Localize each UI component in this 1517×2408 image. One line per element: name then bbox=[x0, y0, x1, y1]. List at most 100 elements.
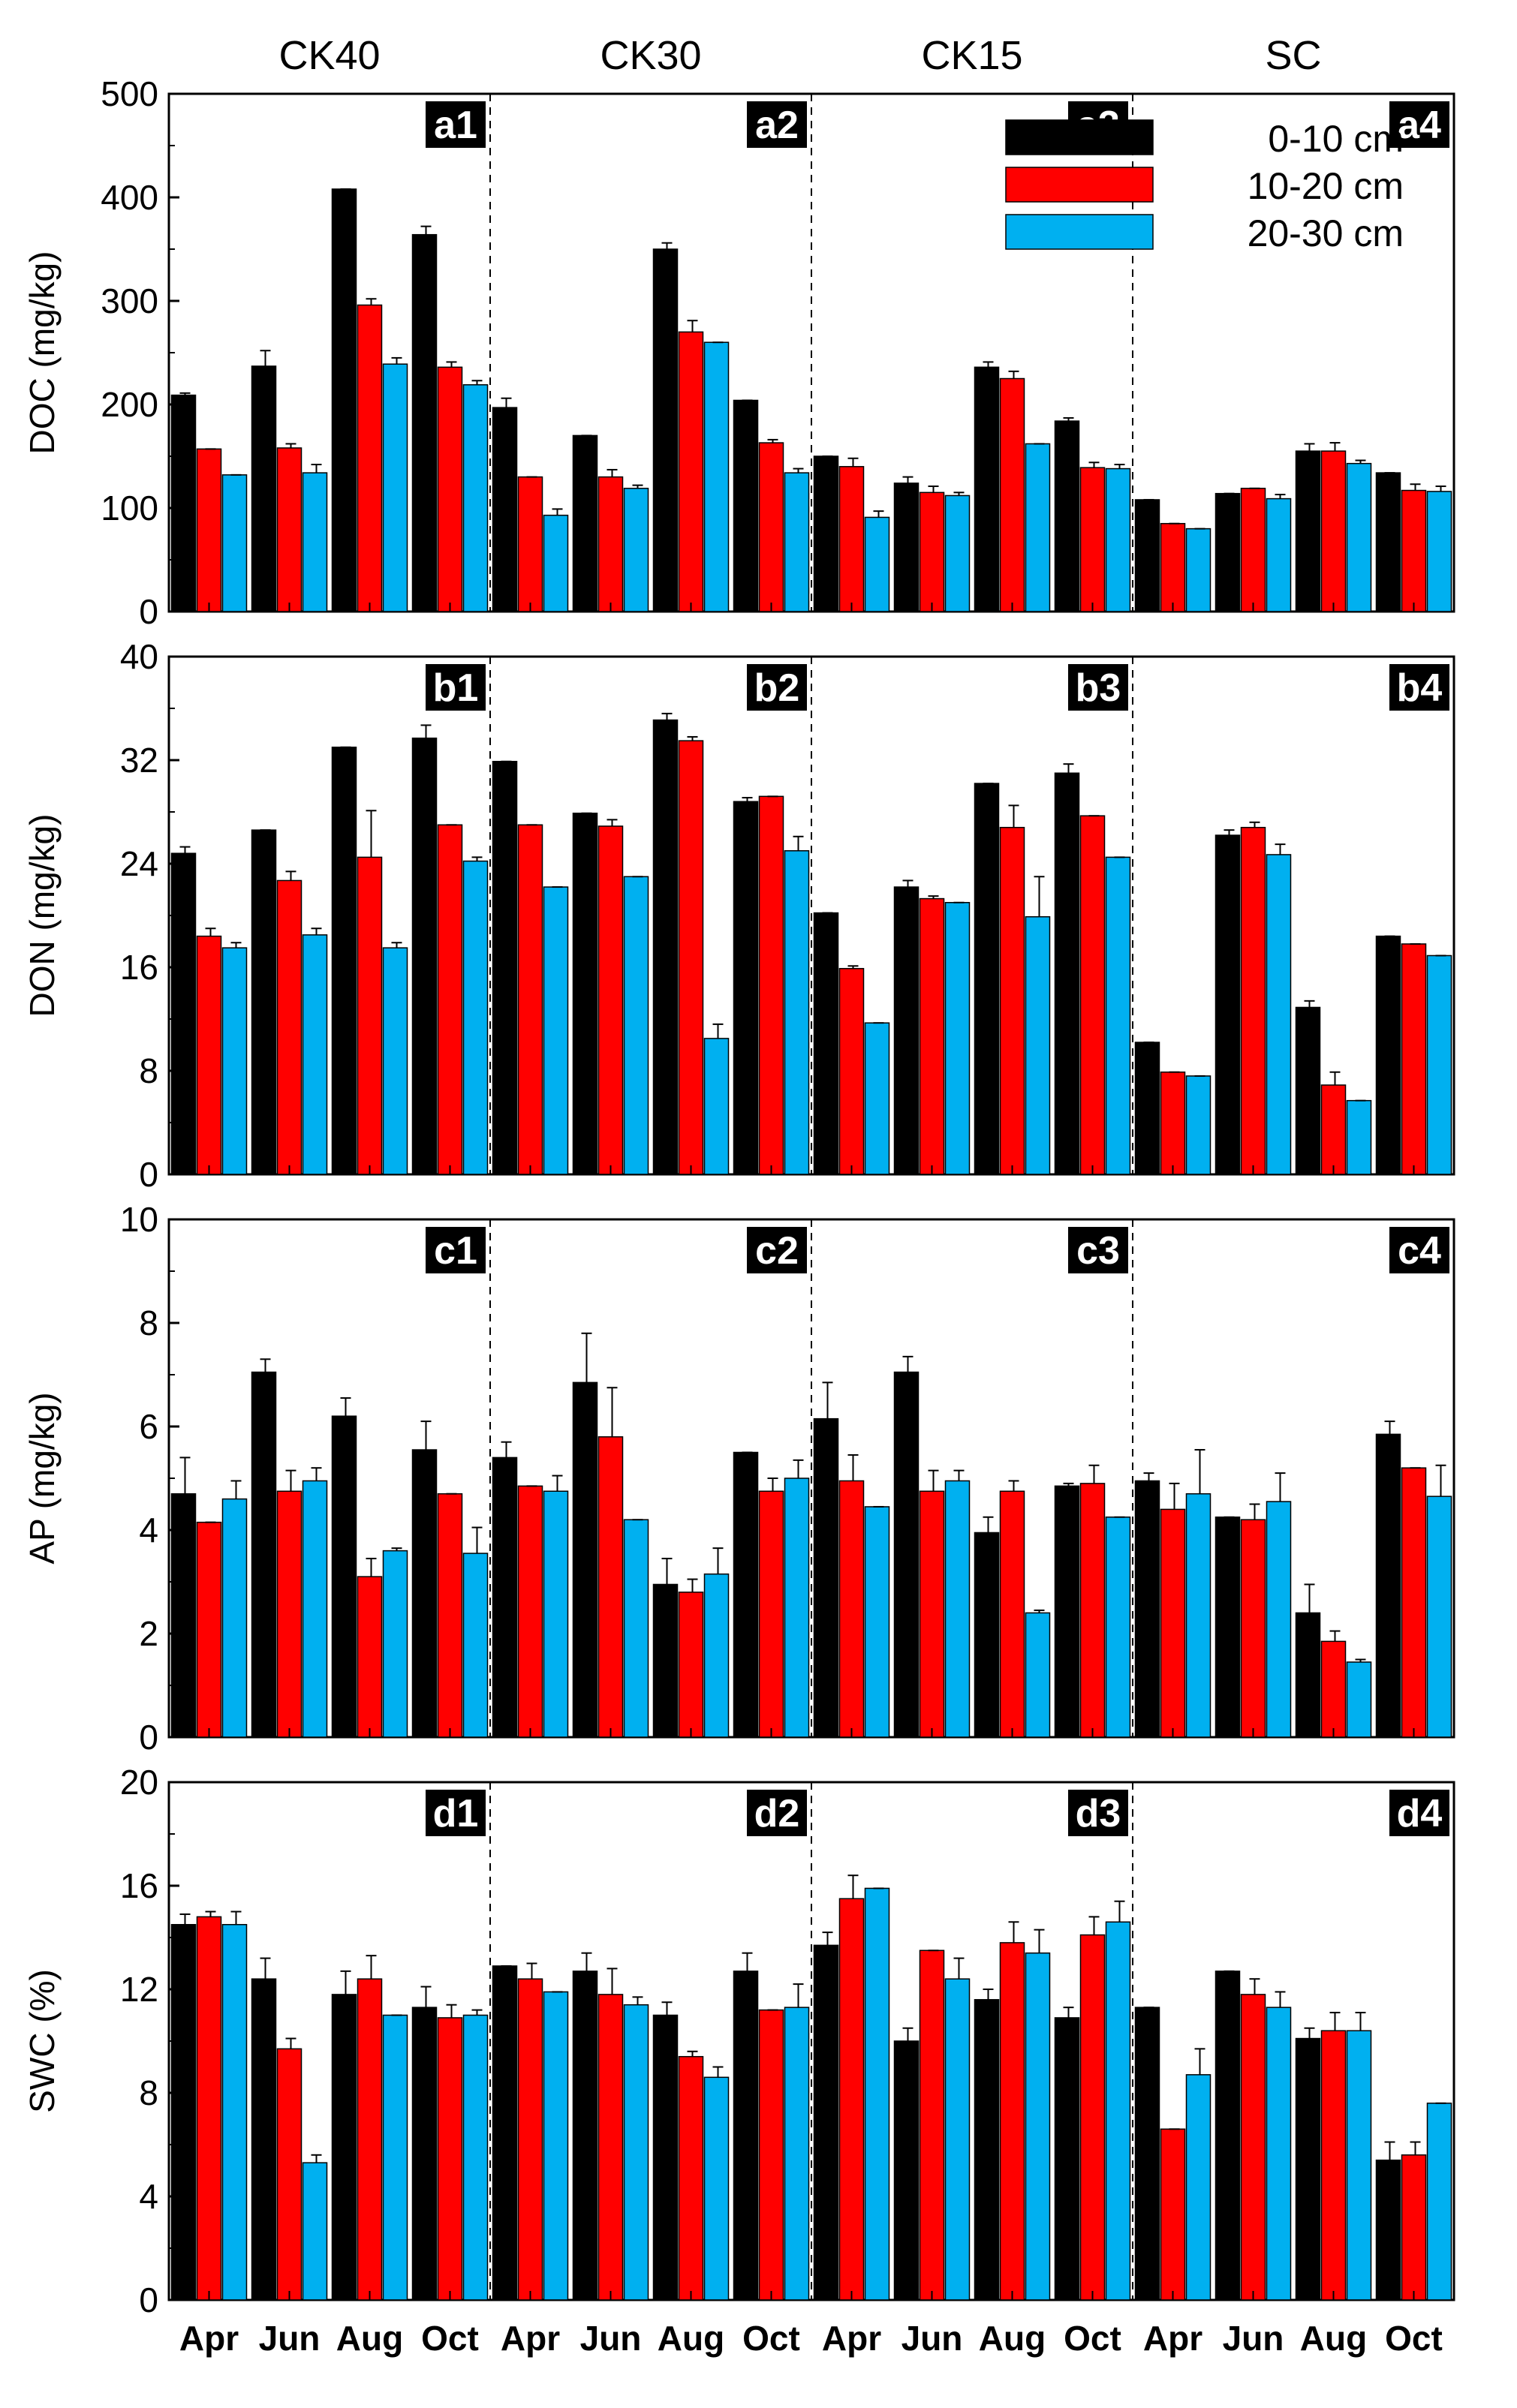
bar-ck30-apr-s1 bbox=[492, 1965, 518, 2301]
bar-ck30-jun-s3 bbox=[623, 488, 649, 612]
bar-ck30-aug-s2 bbox=[678, 2055, 704, 2301]
bar-ck30-oct-s1 bbox=[733, 1971, 759, 2301]
bar-ck15-apr-s3 bbox=[864, 1022, 890, 1175]
y-tick-label: 0 bbox=[139, 2280, 158, 2319]
panel-label-a2: a2 bbox=[755, 104, 799, 147]
bar-ck30-oct-s2 bbox=[758, 442, 784, 612]
y-tick-label: 0 bbox=[139, 1155, 158, 1194]
x-tick-label-oct: Oct bbox=[1064, 2319, 1121, 2358]
group-titles: CK40 CK30 CK15 SC bbox=[278, 33, 1321, 78]
bar-sc-aug-s3 bbox=[1346, 2030, 1372, 2301]
bar-sc-oct-s2 bbox=[1401, 1467, 1427, 1738]
bar-ck30-aug-s2 bbox=[678, 331, 704, 612]
bar-sc-aug-s3 bbox=[1346, 462, 1372, 612]
bar-ck40-oct-s2 bbox=[437, 2017, 463, 2301]
bar-ck40-apr-s3 bbox=[221, 1924, 248, 2301]
bar-ck15-oct-s2 bbox=[1079, 1483, 1106, 1738]
group-title-ck40: CK40 bbox=[278, 33, 380, 78]
bar-sc-apr-s3 bbox=[1185, 528, 1211, 612]
bar-ck15-jun-s2 bbox=[919, 492, 945, 612]
legend-swatch-1 bbox=[1005, 119, 1154, 155]
bar-ck40-aug-s3 bbox=[382, 1550, 408, 1738]
bar-ck15-jun-s3 bbox=[944, 495, 971, 612]
panel-label-a1: a1 bbox=[434, 104, 477, 147]
y-tick-label: 0 bbox=[139, 592, 158, 631]
bar-ck30-aug-s3 bbox=[703, 341, 730, 612]
bar-ck15-apr-s1 bbox=[813, 1417, 839, 1738]
bar-sc-apr-s2 bbox=[1160, 522, 1186, 612]
bar-ck40-apr-s3 bbox=[221, 947, 248, 1175]
bar-sc-aug-s2 bbox=[1320, 1084, 1347, 1175]
x-tick-label-jun: Jun bbox=[1223, 2319, 1284, 2358]
bar-ck30-apr-s3 bbox=[543, 886, 569, 1175]
y-tick-label: 32 bbox=[120, 741, 158, 780]
bar-ck40-jun-s1 bbox=[251, 1371, 277, 1738]
bar-sc-aug-s1 bbox=[1295, 2037, 1321, 2301]
y-tick-label: 8 bbox=[139, 1303, 158, 1342]
bar-ck15-aug-s2 bbox=[999, 377, 1025, 612]
bar-ck15-oct-s1 bbox=[1054, 2017, 1080, 2301]
bar-sc-jun-s1 bbox=[1215, 834, 1241, 1175]
bar-sc-aug-s2 bbox=[1320, 450, 1347, 612]
bar-ck30-jun-s1 bbox=[572, 1381, 598, 1738]
bar-sc-jun-s2 bbox=[1240, 488, 1266, 612]
y-tick-label: 12 bbox=[120, 1970, 158, 2009]
bar-sc-oct-s1 bbox=[1375, 935, 1401, 1175]
bar-ck30-aug-s1 bbox=[652, 2014, 679, 2301]
legend-label-2: 10-20 cm bbox=[1248, 165, 1404, 207]
bar-ck15-jun-s1 bbox=[893, 483, 920, 612]
bar-ck40-apr-s1 bbox=[170, 852, 197, 1175]
bar-ck15-apr-s1 bbox=[813, 1944, 839, 2301]
bar-sc-oct-s3 bbox=[1426, 954, 1452, 1175]
bar-sc-jun-s2 bbox=[1240, 1519, 1266, 1738]
bar-ck30-oct-s2 bbox=[758, 2009, 784, 2301]
y-tick-label: 8 bbox=[139, 1051, 158, 1090]
y-tick-label: 6 bbox=[139, 1407, 158, 1446]
bar-ck30-aug-s1 bbox=[652, 719, 679, 1175]
y-tick-label: 40 bbox=[120, 637, 158, 676]
bar-ck15-aug-s2 bbox=[999, 826, 1025, 1175]
bar-ck40-apr-s3 bbox=[221, 474, 248, 612]
bar-ck40-jun-s2 bbox=[276, 2048, 302, 2301]
bar-ck15-aug-s1 bbox=[974, 1999, 1000, 2301]
bar-sc-apr-s2 bbox=[1160, 2128, 1186, 2301]
bar-sc-apr-s1 bbox=[1134, 1480, 1160, 1738]
bar-ck40-jun-s1 bbox=[251, 829, 277, 1175]
y-tick-label: 100 bbox=[101, 489, 158, 528]
bar-ck40-apr-s1 bbox=[170, 1924, 197, 2301]
bar-ck15-aug-s3 bbox=[1025, 915, 1051, 1175]
panel-label-box bbox=[747, 1227, 807, 1273]
bar-ck15-aug-s2 bbox=[999, 1490, 1025, 1738]
panel-label-box bbox=[1389, 1227, 1449, 1273]
bar-ck40-jun-s2 bbox=[276, 1490, 302, 1738]
bar-ck30-oct-s1 bbox=[733, 399, 759, 612]
bar-ck40-oct-s3 bbox=[462, 2014, 489, 2301]
panel-3: 0 2 4 6 8 10 AP (mg/kg) c1 c2 c3 c4 bbox=[23, 1200, 1455, 1757]
panel-label-box bbox=[1389, 664, 1449, 711]
x-tick-label-aug: Aug bbox=[979, 2319, 1046, 2358]
bar-ck40-jun-s2 bbox=[276, 447, 302, 612]
bar-ck15-aug-s3 bbox=[1025, 1952, 1051, 2301]
x-tick-label-apr: Apr bbox=[501, 2319, 560, 2358]
panel-label-c3: c3 bbox=[1076, 1229, 1120, 1273]
bar-sc-oct-s2 bbox=[1401, 2154, 1427, 2301]
panel-label-box bbox=[426, 664, 486, 711]
x-tick-label-aug: Aug bbox=[336, 2319, 403, 2358]
panel-label-box bbox=[426, 1790, 486, 1836]
x-tick-label-jun: Jun bbox=[901, 2319, 963, 2358]
bar-ck40-jun-s1 bbox=[251, 365, 277, 612]
bar-ck40-aug-s1 bbox=[331, 1415, 357, 1738]
panel-label-b2: b2 bbox=[754, 666, 800, 710]
y-tick-label: 10 bbox=[120, 1200, 158, 1239]
bar-ck15-oct-s2 bbox=[1079, 815, 1106, 1175]
bar-ck40-jun-s3 bbox=[302, 472, 328, 612]
bar-sc-aug-s1 bbox=[1295, 1612, 1321, 1738]
bar-ck40-oct-s3 bbox=[462, 1553, 489, 1738]
bar-ck15-apr-s2 bbox=[838, 1898, 865, 2301]
bar-ck15-aug-s3 bbox=[1025, 443, 1051, 612]
bar-ck30-apr-s1 bbox=[492, 1457, 518, 1738]
legend-label-1: 0-10 cm bbox=[1268, 118, 1404, 160]
x-tick-label-apr: Apr bbox=[1143, 2319, 1202, 2358]
bar-ck30-jun-s2 bbox=[597, 1436, 624, 1738]
